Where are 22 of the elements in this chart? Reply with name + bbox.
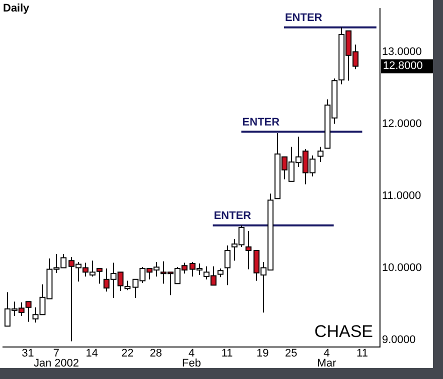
x-tick-label: 11: [356, 347, 368, 360]
x-tick-label: 22: [121, 347, 134, 360]
x-tick-label: 19: [256, 347, 269, 360]
annotation: CHASE: [314, 322, 373, 342]
x-tick-label: 7 Jan 2002: [34, 347, 79, 370]
x-tick-label: 11: [221, 347, 233, 360]
annotation: ENTER: [214, 210, 252, 222]
y-tick-label: 9.0000: [382, 334, 416, 346]
y-tick-label: 12.0000: [382, 118, 422, 130]
y-tick-label: 13.0000: [382, 46, 422, 58]
annotation: ENTER: [242, 116, 280, 128]
y-tick-label: 11.0000: [382, 190, 421, 202]
x-tick-label: 4 Feb: [182, 347, 201, 370]
y-tick-label: 10.0000: [382, 262, 422, 274]
x-tick-label: 4 Mar: [317, 347, 336, 370]
x-tick-label: 28: [150, 347, 162, 360]
chart-title: Daily: [3, 2, 30, 15]
x-tick-label: 25: [284, 347, 298, 360]
x-tick-label: 14: [86, 347, 98, 360]
annotation: ENTER: [284, 12, 322, 24]
x-tick-label: 31: [22, 347, 34, 360]
text: 12.8000: [383, 60, 423, 72]
